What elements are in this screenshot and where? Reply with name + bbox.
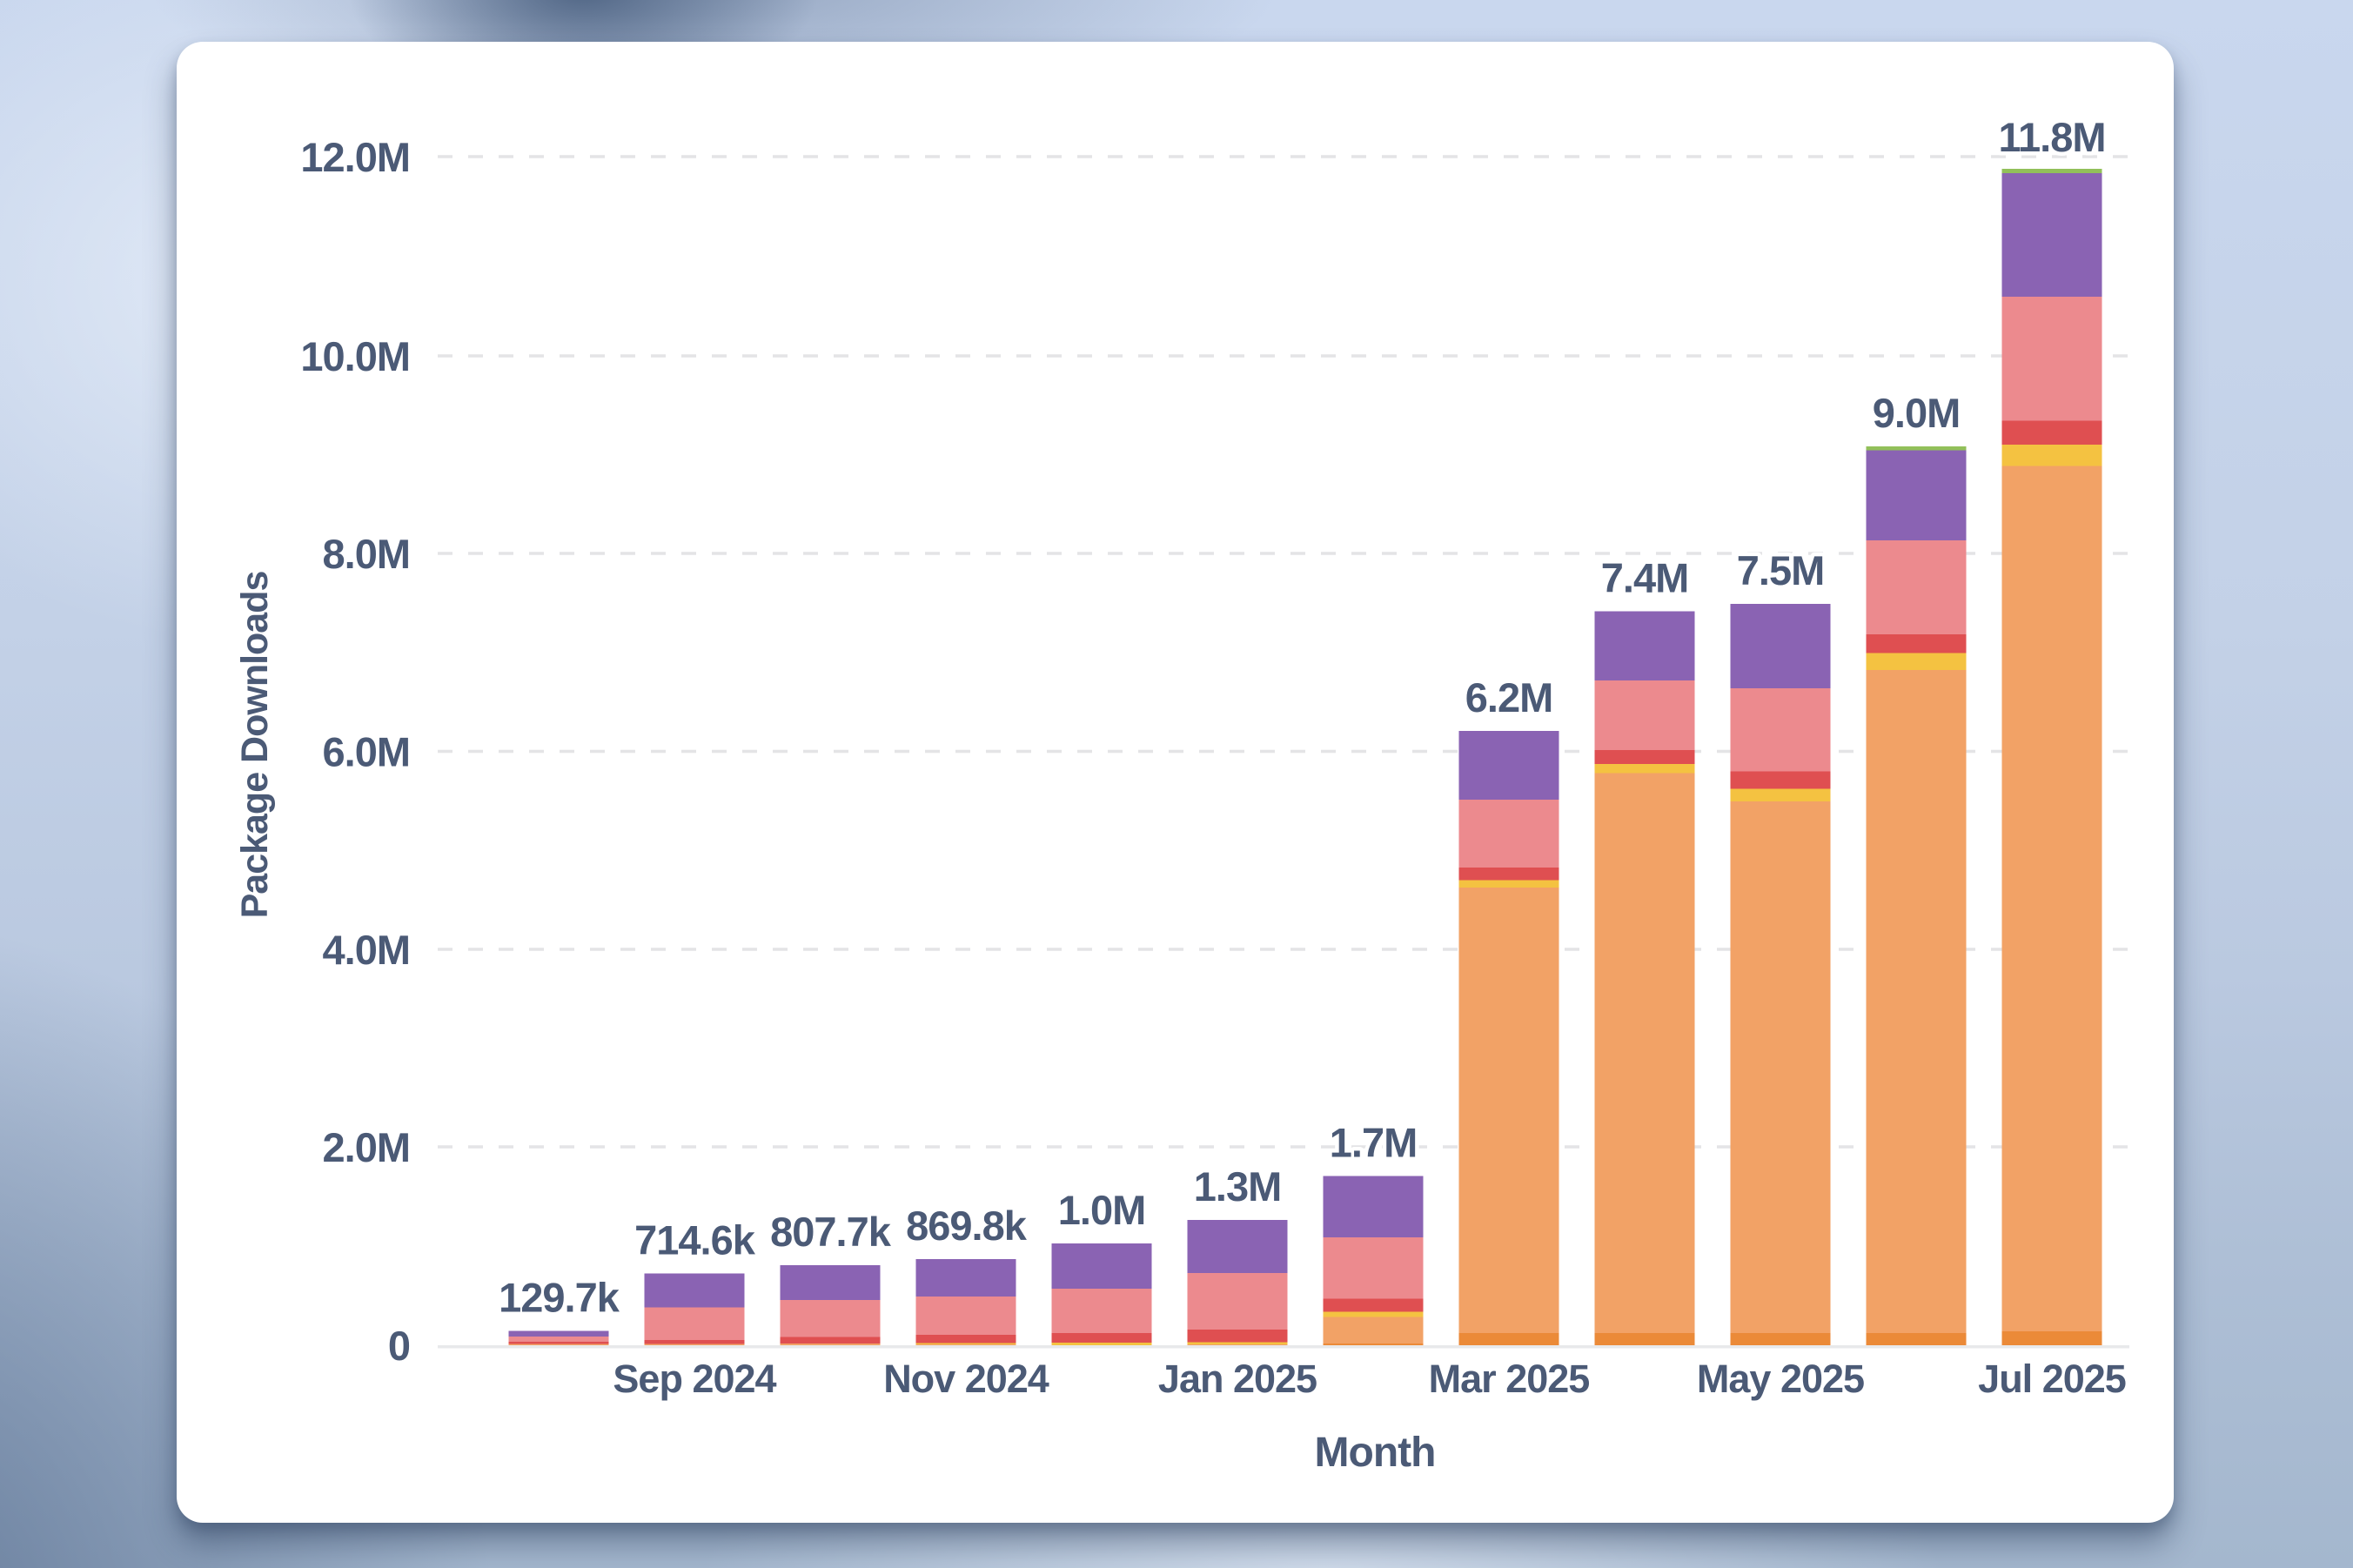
svg-text:129.7k: 129.7k [499, 1275, 620, 1321]
svg-text:7.5M: 7.5M [1737, 547, 1825, 593]
svg-text:7.4M: 7.4M [1601, 555, 1689, 601]
svg-text:Package Downloads: Package Downloads [234, 572, 276, 919]
svg-text:Nov 2024: Nov 2024 [883, 1357, 1049, 1401]
svg-text:2.0M: 2.0M [323, 1124, 411, 1170]
svg-text:0: 0 [388, 1323, 410, 1369]
svg-text:6.2M: 6.2M [1465, 674, 1553, 720]
svg-text:Jan 2025: Jan 2025 [1158, 1357, 1317, 1401]
svg-text:9.0M: 9.0M [1873, 390, 1961, 436]
svg-text:Jul 2025: Jul 2025 [1978, 1357, 2126, 1401]
svg-text:4.0M: 4.0M [323, 927, 411, 973]
svg-text:714.6k: 714.6k [634, 1217, 756, 1263]
svg-text:10.0M: 10.0M [300, 333, 410, 379]
svg-text:1.3M: 1.3M [1194, 1163, 1282, 1210]
svg-text:Sep 2024: Sep 2024 [613, 1357, 776, 1401]
svg-text:May 2025: May 2025 [1697, 1357, 1864, 1401]
svg-text:6.0M: 6.0M [323, 729, 411, 775]
svg-text:Month: Month [1315, 1430, 1436, 1476]
svg-text:807.7k: 807.7k [770, 1209, 892, 1255]
svg-text:12.0M: 12.0M [300, 134, 410, 180]
svg-text:Mar 2025: Mar 2025 [1429, 1357, 1590, 1401]
svg-text:869.8k: 869.8k [906, 1203, 1028, 1249]
svg-text:11.8M: 11.8M [1998, 114, 2105, 160]
svg-text:1.0M: 1.0M [1058, 1187, 1146, 1233]
svg-text:8.0M: 8.0M [323, 531, 411, 577]
svg-text:1.7M: 1.7M [1330, 1120, 1418, 1166]
